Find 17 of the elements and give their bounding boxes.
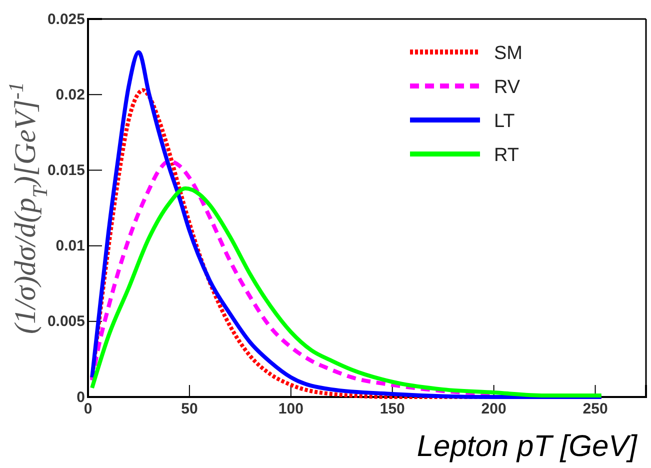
y-tick-label: 0.015 <box>47 162 85 179</box>
legend-label: LT <box>494 111 516 132</box>
y-tick-label: 0.005 <box>47 313 85 330</box>
y-tick-label: 0.01 <box>56 238 85 255</box>
x-tick-label: 200 <box>481 400 506 418</box>
x-tick-label: 150 <box>380 400 405 418</box>
y-tick-label: 0.025 <box>47 10 85 28</box>
x-tick-label: 100 <box>278 400 304 418</box>
legend-label: SM <box>494 43 522 64</box>
legend-label: RT <box>494 145 520 166</box>
legend-label: RV <box>494 77 520 98</box>
y-tick-label: 0.02 <box>56 86 85 104</box>
y-tick-label: 0 <box>76 388 85 406</box>
line-series <box>90 186 604 398</box>
x-tick-label: 50 <box>181 400 198 418</box>
x-axis-title: Lepton pT [GeV] <box>416 430 638 463</box>
x-tick-label: 250 <box>582 400 608 418</box>
